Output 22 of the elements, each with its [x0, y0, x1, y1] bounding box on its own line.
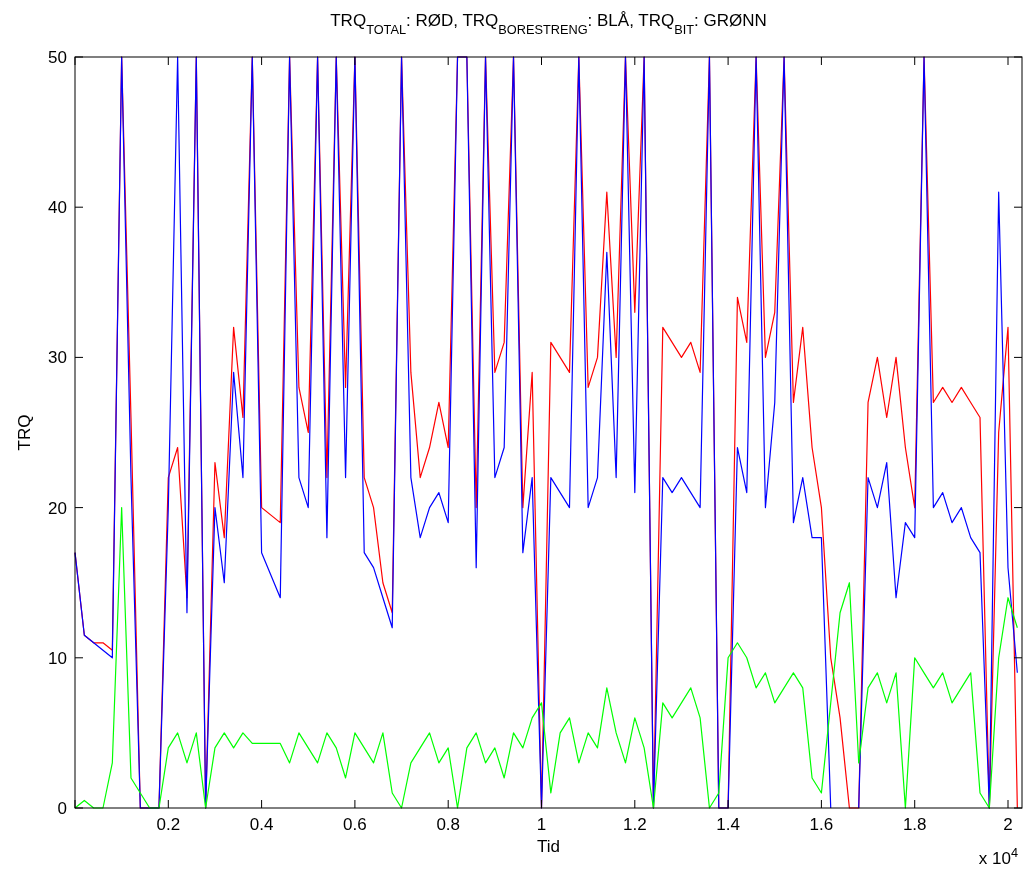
- chart-title: TRQ$_{TOTAL}$: RØD, TRQ$_{BORESTRENG}$: BLÅ, TRQ$_{BIT}$: GRØNN: [330, 11, 767, 37]
- x-tick-label: 1.4: [716, 815, 740, 834]
- y-tick-label: 10: [48, 648, 67, 668]
- x-tick-label: 0.2: [156, 815, 181, 834]
- x-tick-label: 1: [536, 815, 547, 834]
- x-axis-title: Tid: [537, 837, 560, 856]
- y-tick-label: 30: [48, 348, 67, 368]
- x-tick-label: 1.6: [809, 815, 834, 834]
- y-tick-label: 0: [57, 799, 67, 818]
- y-tick-label: 20: [48, 498, 67, 518]
- line-series: [74, 56, 1018, 809]
- x-tick-label: 0.8: [436, 815, 461, 834]
- x-tick-label: 1.8: [902, 815, 927, 834]
- x-tick-label: 0.6: [343, 815, 367, 834]
- text: x 10$^{4}$: [978, 844, 1018, 868]
- y-tick-label: 40: [48, 198, 67, 218]
- x-tick-label: 0.4: [249, 815, 274, 834]
- line-series: [74, 507, 1018, 809]
- y-tick-label: 50: [48, 48, 67, 67]
- x-tick-label: 1.2: [622, 815, 647, 834]
- y-axis-title: TRQ: [15, 414, 34, 451]
- x-tick-label: 2: [1003, 815, 1013, 834]
